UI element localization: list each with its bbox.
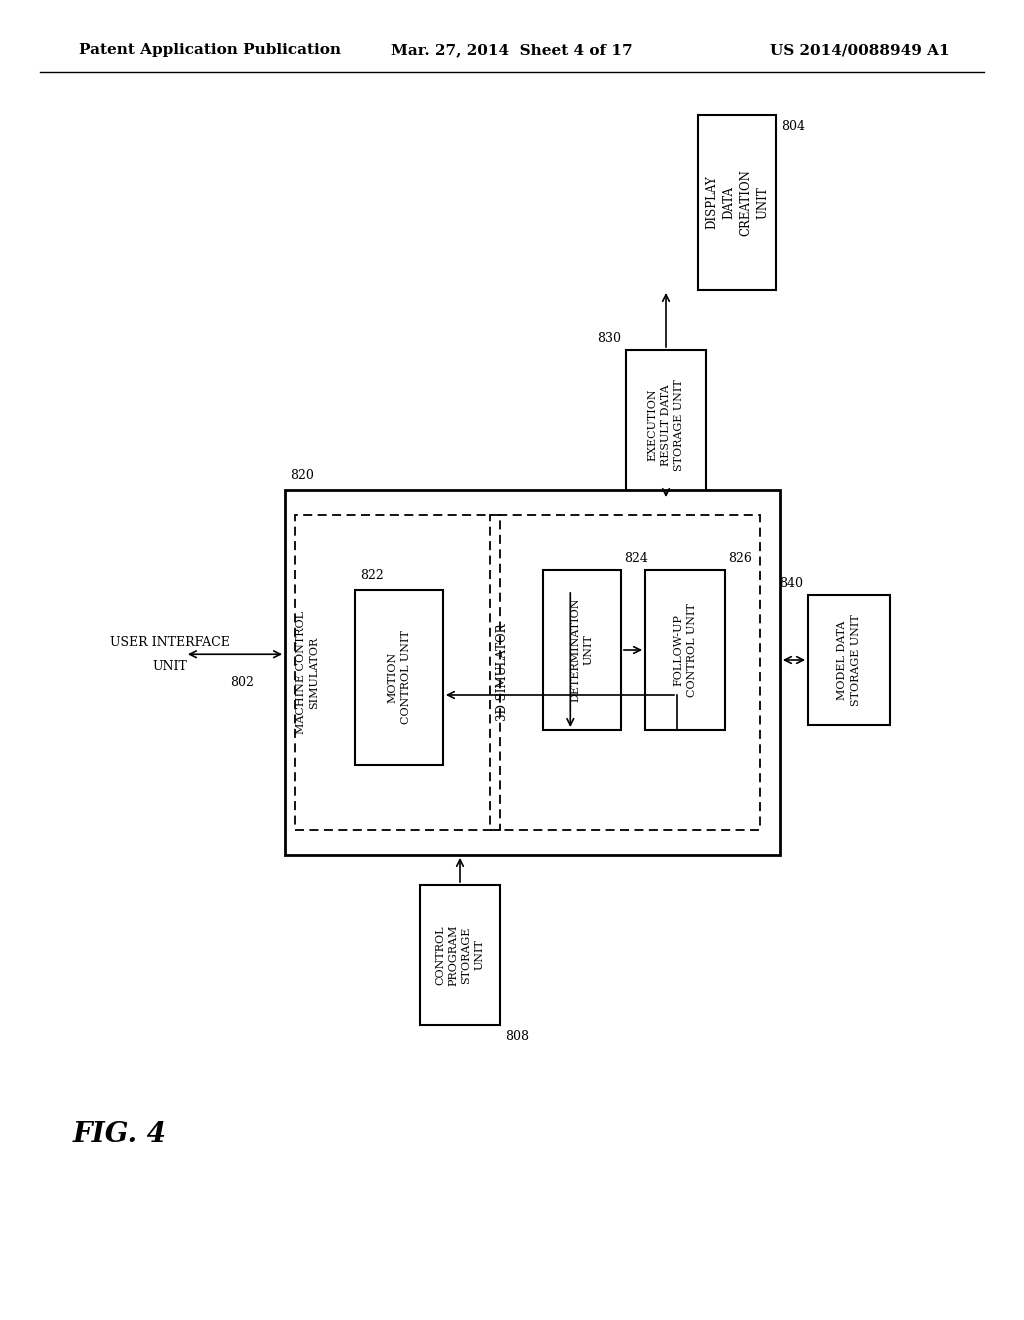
Bar — [698, 115, 776, 290]
Text: EXECUTION
RESULT DATA
STORAGE UNIT: EXECUTION RESULT DATA STORAGE UNIT — [648, 379, 684, 471]
Bar — [355, 590, 443, 766]
Text: UNIT: UNIT — [153, 660, 187, 673]
Text: 840: 840 — [779, 577, 803, 590]
Text: FOLLOW-UP
CONTROL UNIT: FOLLOW-UP CONTROL UNIT — [674, 603, 696, 697]
Bar — [808, 595, 890, 725]
Text: 824: 824 — [624, 552, 648, 565]
Text: DETERMINATION
UNIT: DETERMINATION UNIT — [570, 598, 594, 702]
Text: CONTROL
PROGRAM
STORAGE
UNIT: CONTROL PROGRAM STORAGE UNIT — [435, 924, 484, 986]
Text: Mar. 27, 2014  Sheet 4 of 17: Mar. 27, 2014 Sheet 4 of 17 — [391, 44, 633, 57]
Text: 826: 826 — [728, 552, 752, 565]
Bar — [420, 884, 500, 1026]
Text: MACHINE CONTROL
SIMULATOR: MACHINE CONTROL SIMULATOR — [296, 611, 319, 734]
Text: 820: 820 — [290, 469, 314, 482]
Text: MOTION
CONTROL UNIT: MOTION CONTROL UNIT — [387, 631, 411, 725]
Bar — [543, 570, 621, 730]
Text: 822: 822 — [360, 569, 384, 582]
Text: US 2014/0088949 A1: US 2014/0088949 A1 — [770, 44, 950, 57]
Text: 808: 808 — [505, 1030, 529, 1043]
Text: 830: 830 — [597, 333, 621, 345]
Text: USER INTERFACE: USER INTERFACE — [110, 636, 230, 648]
Text: 804: 804 — [781, 120, 805, 133]
Text: FIG. 4: FIG. 4 — [73, 1122, 167, 1148]
Bar — [490, 515, 760, 830]
Text: Patent Application Publication: Patent Application Publication — [79, 44, 341, 57]
Bar — [645, 570, 725, 730]
Text: 802: 802 — [230, 676, 254, 689]
Bar — [295, 515, 500, 830]
Text: 3D SIMULATOR: 3D SIMULATOR — [497, 624, 510, 721]
Bar — [626, 350, 706, 500]
Bar — [285, 490, 780, 855]
Text: DISPLAY
DATA
CREATION
UNIT: DISPLAY DATA CREATION UNIT — [705, 169, 769, 236]
Text: MODEL DATA
STORAGE UNIT: MODEL DATA STORAGE UNIT — [838, 614, 860, 706]
